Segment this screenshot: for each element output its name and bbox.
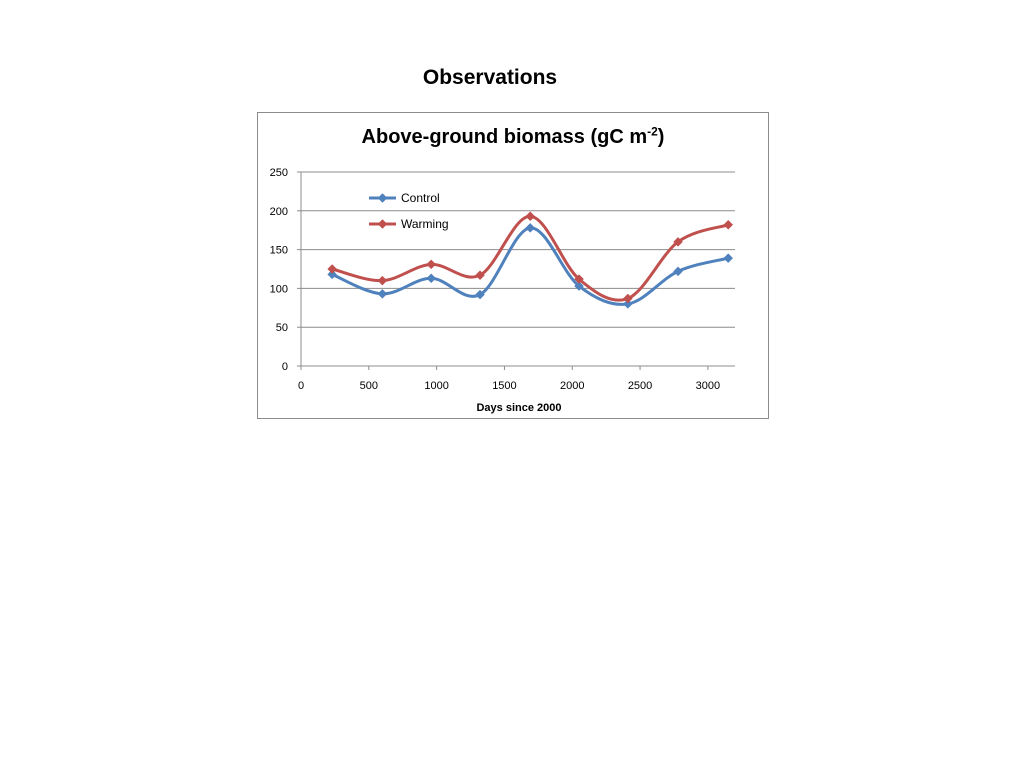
x-tick-label: 500: [360, 380, 378, 392]
y-tick-label: 100: [270, 283, 288, 295]
data-point-warming: [426, 259, 437, 270]
data-point-control: [623, 299, 633, 309]
data-point-control: [723, 253, 734, 263]
legend-item-control: Control: [369, 191, 440, 205]
series-layer: [327, 211, 734, 309]
data-point-control: [574, 281, 584, 291]
series-warming: [327, 211, 734, 304]
x-axis-label: Days since 2000: [476, 402, 561, 414]
y-tick-label: 200: [270, 206, 288, 218]
data-point-control: [327, 269, 338, 280]
chart-title-superscript: -2: [647, 124, 658, 139]
x-tick-label: 2000: [560, 380, 584, 392]
data-point-warming: [377, 275, 388, 286]
x-tick-label: 0: [298, 380, 304, 392]
x-tick-label: 3000: [696, 380, 720, 392]
data-point-control: [525, 223, 536, 233]
legend: Control Warming: [369, 191, 449, 231]
data-point-warming: [475, 270, 485, 281]
chart-title: Above-ground biomass (gC m-2): [258, 124, 768, 149]
data-point-warming: [574, 274, 584, 284]
data-point-control: [673, 266, 683, 277]
data-point-warming: [327, 264, 338, 274]
data-point-warming: [623, 293, 633, 304]
legend-marker: [377, 219, 388, 229]
data-point-control: [426, 273, 437, 284]
data-point-warming: [723, 219, 734, 230]
chart-frame: Above-ground biomass (gC m-2) 0 50 100 150 2…: [257, 112, 769, 419]
legend-label: Warming: [401, 217, 449, 231]
y-tick-label: 250: [270, 167, 288, 179]
x-tick-label: 2500: [628, 380, 652, 392]
y-tick-label: 150: [270, 245, 288, 257]
data-point-control: [377, 288, 388, 299]
data-point-warming: [673, 236, 683, 247]
legend-item-warming: Warming: [369, 217, 449, 231]
y-tick-label: 0: [282, 361, 288, 373]
axes: [297, 171, 735, 370]
series-control: [327, 223, 734, 309]
legend-label: Control: [401, 191, 440, 205]
y-tick-label: 50: [276, 322, 288, 334]
page-title: Observations: [422, 66, 558, 89]
chart-title-text: Above-ground biomass (gC m: [361, 126, 648, 148]
data-point-control: [475, 289, 485, 300]
data-point-warming: [525, 211, 536, 222]
x-tick-label: 1000: [424, 380, 448, 392]
chart-title-close: ): [657, 126, 665, 148]
legend-marker: [377, 193, 388, 203]
x-tick-label: 1500: [492, 380, 516, 392]
gridlines: [301, 171, 735, 328]
series-line-control: [331, 226, 729, 306]
